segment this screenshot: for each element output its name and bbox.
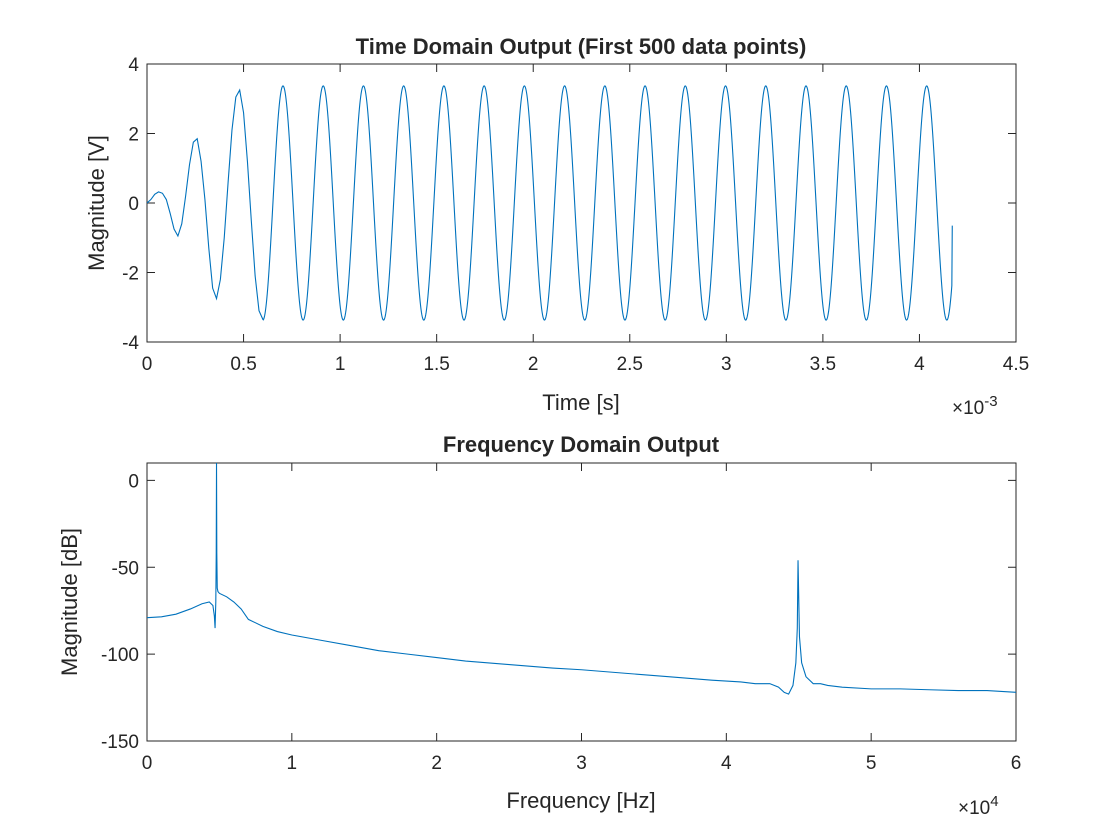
freq-y-tick-label: -150 — [101, 732, 139, 753]
freq-x-tick-label: 0 — [142, 753, 153, 774]
freq-y-tick-label: -50 — [112, 558, 139, 579]
freq-x-exponent: ×104 — [958, 793, 999, 819]
time-x-axis-label: Time [s] — [542, 390, 619, 415]
freq-x-tick-label: 3 — [576, 753, 587, 774]
freq-y-ticks: -150 -100 -50 0 — [101, 471, 1016, 753]
freq-y-axis-label: Magnitude [dB] — [57, 528, 82, 676]
time-x-tick-label: 2.5 — [617, 354, 643, 375]
time-x-ticks: 0 0.5 1 1.5 2 2.5 3 3.5 4 4.5 — [142, 64, 1029, 375]
time-x-tick-label: 4 — [914, 354, 925, 375]
time-domain-subplot: Time Domain Output (First 500 data point… — [84, 34, 1029, 419]
freq-axes-frame — [146, 462, 1017, 742]
freq-x-tick-label: 4 — [721, 753, 732, 774]
freq-y-tick-label: 0 — [128, 471, 139, 492]
freq-x-tick-label: 6 — [1011, 753, 1022, 774]
time-series-line — [147, 85, 953, 321]
time-y-tick-label: -2 — [122, 264, 139, 285]
time-x-tick-label: 1.5 — [423, 354, 449, 375]
time-y-axis-label: Magnitude [V] — [84, 135, 109, 271]
time-x-tick-label: 3 — [721, 354, 732, 375]
time-y-tick-label: 4 — [128, 55, 139, 76]
freq-x-tick-label: 1 — [287, 753, 298, 774]
time-x-tick-label: 0 — [142, 354, 153, 375]
time-y-tick-label: 0 — [128, 194, 139, 215]
time-x-tick-label: 0.5 — [230, 354, 256, 375]
time-x-tick-label: 2 — [528, 354, 539, 375]
freq-x-tick-label: 5 — [866, 753, 877, 774]
time-x-exponent: ×10-3 — [952, 393, 998, 419]
time-axes-frame — [146, 63, 1017, 343]
frequency-domain-subplot: Frequency Domain Output Frequency [Hz] M… — [57, 432, 1021, 819]
freq-y-tick-label: -100 — [101, 645, 139, 666]
time-x-tick-label: 1 — [335, 354, 346, 375]
time-y-tick-label: 2 — [128, 125, 139, 146]
freq-x-ticks: 0 1 2 3 4 5 6 — [142, 463, 1022, 774]
frequency-series-line — [147, 463, 1016, 695]
time-x-tick-label: 4.5 — [1003, 354, 1029, 375]
freq-x-tick-label: 2 — [431, 753, 442, 774]
time-chart-title: Time Domain Output (First 500 data point… — [356, 34, 807, 59]
time-y-tick-label: -4 — [122, 333, 139, 354]
time-x-tick-label: 3.5 — [810, 354, 836, 375]
time-y-ticks: -4 -2 0 2 4 — [122, 55, 1016, 354]
freq-chart-title: Frequency Domain Output — [443, 432, 720, 457]
freq-x-axis-label: Frequency [Hz] — [506, 788, 655, 813]
